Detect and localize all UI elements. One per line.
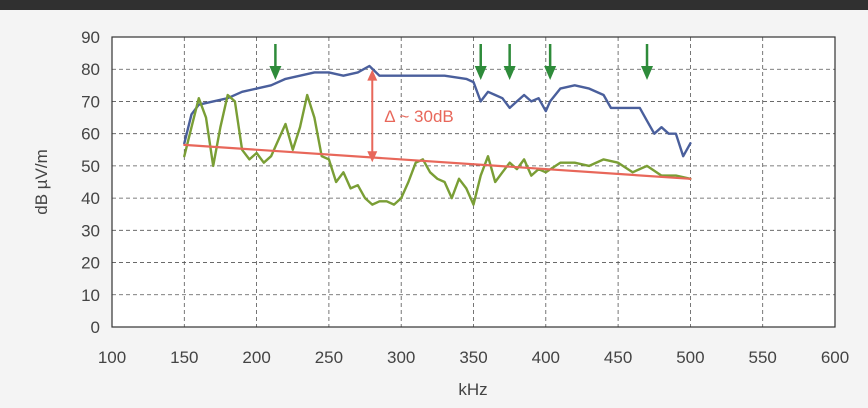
y-tick-label: 50 — [81, 157, 100, 176]
series-line-2 — [183, 93, 692, 206]
annotation-layer: Δ ~ 30dB — [269, 44, 654, 163]
x-axis-label: kHz — [458, 380, 487, 399]
y-tick-label: 70 — [81, 92, 100, 111]
y-tick-label: 80 — [81, 60, 100, 79]
y-tick-label: 90 — [81, 28, 100, 47]
x-tick-label: 150 — [170, 348, 198, 367]
top-bar — [0, 0, 868, 10]
series-line-1 — [183, 64, 692, 158]
y-tick-label: 60 — [81, 125, 100, 144]
x-tick-label: 350 — [459, 348, 487, 367]
y-tick-label: 10 — [81, 286, 100, 305]
x-tick-label: 200 — [242, 348, 270, 367]
plot-frame — [111, 36, 836, 328]
delta-arrow-head-bottom — [367, 151, 378, 163]
x-tick-label: 400 — [532, 348, 560, 367]
y-tick-label: 40 — [81, 189, 100, 208]
down-arrow-head — [503, 66, 516, 80]
delta-annotation-label: Δ ~ 30dB — [384, 107, 454, 126]
x-tick-label: 250 — [315, 348, 343, 367]
x-tick-label: 600 — [821, 348, 849, 367]
y-axis-label: dB µV/m — [32, 149, 51, 215]
y-tick-label: 20 — [81, 254, 100, 273]
down-arrow-head — [641, 66, 654, 80]
x-tick-label: 550 — [749, 348, 777, 367]
x-tick-label: 450 — [604, 348, 632, 367]
series-layer — [183, 64, 692, 206]
x-tick-label: 100 — [98, 348, 126, 367]
grid — [112, 37, 835, 327]
down-arrow-head — [269, 66, 282, 80]
x-tick-label: 500 — [676, 348, 704, 367]
down-arrow-head — [474, 66, 487, 80]
tick-labels: 100 150 200 250 300 350 400 450 500 550 600 0 10 20 30… — [81, 28, 849, 367]
delta-arrow-head-top — [367, 69, 378, 81]
down-arrow-head — [544, 66, 557, 80]
y-tick-label: 30 — [81, 221, 100, 240]
y-tick-label: 0 — [91, 318, 100, 337]
x-tick-label: 300 — [387, 348, 415, 367]
series-line-3 — [183, 143, 692, 180]
